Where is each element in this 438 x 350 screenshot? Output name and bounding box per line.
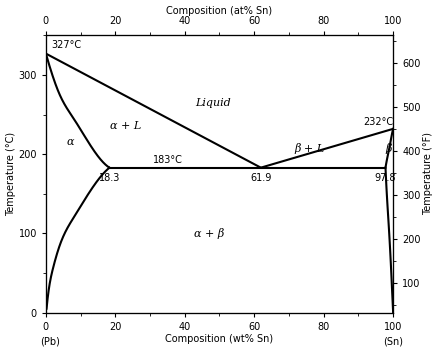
Text: (Pb): (Pb)	[40, 336, 60, 346]
Text: 97.8: 97.8	[374, 173, 396, 183]
Text: 18.3: 18.3	[99, 173, 120, 183]
Text: β: β	[385, 143, 391, 154]
Text: α + β: α + β	[194, 228, 224, 239]
Text: 232°C: 232°C	[363, 117, 393, 127]
Y-axis label: Temperature (°C): Temperature (°C)	[6, 132, 15, 216]
X-axis label: Composition (wt% Sn): Composition (wt% Sn)	[165, 335, 273, 344]
Text: 61.9: 61.9	[250, 173, 271, 183]
Text: 327°C: 327°C	[51, 40, 81, 50]
Text: α + L: α + L	[110, 121, 141, 132]
Text: 183°C: 183°C	[152, 155, 182, 165]
X-axis label: Composition (at% Sn): Composition (at% Sn)	[166, 6, 272, 15]
Text: β + L: β + L	[294, 143, 324, 154]
Text: (Sn): (Sn)	[382, 336, 402, 346]
Text: Liquid: Liquid	[194, 98, 230, 108]
Y-axis label: Temperature (°F): Temperature (°F)	[423, 133, 432, 216]
Text: α: α	[66, 137, 74, 147]
